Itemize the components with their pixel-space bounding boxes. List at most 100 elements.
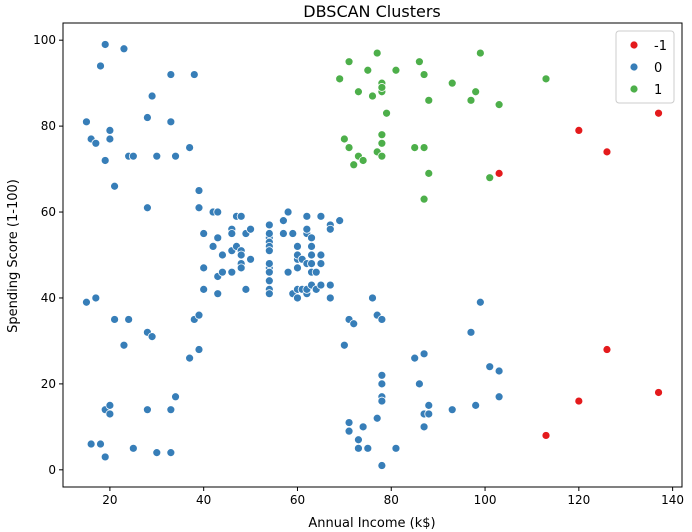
data-point	[447, 405, 457, 415]
data-point	[419, 194, 429, 204]
data-point	[264, 246, 274, 256]
data-point	[171, 392, 180, 402]
data-point	[654, 388, 663, 397]
data-point	[307, 233, 316, 243]
data-point	[302, 211, 312, 221]
data-point	[96, 439, 105, 449]
data-point	[110, 315, 119, 324]
data-point	[100, 156, 110, 165]
data-point	[377, 370, 387, 380]
y-axis: 0 20 40 60 80 100	[33, 33, 63, 477]
data-point	[119, 44, 129, 54]
data-point	[354, 443, 363, 453]
y-tick-label: 60	[41, 205, 56, 219]
data-point	[213, 233, 223, 243]
data-point	[283, 267, 293, 277]
data-point	[91, 293, 101, 303]
data-point	[293, 242, 302, 251]
data-point	[194, 345, 204, 354]
y-tick-label: 100	[33, 33, 56, 47]
data-point	[110, 181, 119, 191]
data-point	[316, 211, 326, 221]
data-point	[147, 332, 157, 342]
legend-label: -1	[654, 39, 667, 54]
chart-title: DBSCAN Clusters	[303, 2, 440, 21]
data-point	[105, 134, 115, 144]
data-point	[574, 396, 584, 406]
data-point	[307, 242, 316, 251]
data-point	[410, 353, 420, 363]
data-point	[354, 435, 363, 445]
data-point	[185, 353, 195, 363]
data-point	[91, 138, 101, 148]
data-point	[316, 280, 326, 290]
data-point	[574, 126, 584, 135]
y-tick-label: 0	[48, 463, 56, 477]
data-point	[410, 143, 420, 152]
data-point	[199, 263, 209, 273]
data-point	[288, 229, 298, 238]
data-point	[424, 95, 434, 105]
data-point	[166, 448, 176, 458]
data-point	[194, 203, 204, 213]
data-point	[213, 207, 223, 217]
data-point	[344, 143, 354, 152]
data-point	[236, 263, 246, 273]
data-point	[166, 70, 176, 79]
x-tick-label: 80	[384, 493, 399, 507]
data-point	[227, 229, 237, 238]
data-point	[471, 87, 481, 97]
data-point	[307, 250, 316, 260]
data-point	[368, 91, 377, 101]
y-tick-label: 20	[41, 377, 56, 391]
data-point	[283, 207, 293, 217]
data-point	[213, 289, 223, 299]
data-point	[339, 134, 349, 144]
data-points	[82, 40, 663, 470]
data-point	[264, 276, 274, 286]
data-point	[82, 117, 91, 127]
data-point	[354, 87, 363, 97]
data-point	[541, 431, 551, 440]
data-point	[363, 65, 373, 75]
legend-label: 0	[654, 61, 662, 76]
data-point	[372, 48, 382, 58]
data-point	[119, 340, 129, 350]
data-point	[602, 147, 612, 157]
data-point	[325, 280, 335, 290]
data-point	[424, 409, 434, 419]
data-point	[293, 293, 302, 303]
data-point	[302, 224, 312, 234]
data-point	[466, 327, 476, 337]
data-point	[377, 151, 387, 161]
data-point	[325, 293, 335, 303]
data-point	[475, 297, 485, 307]
data-point	[264, 259, 274, 268]
data-point	[377, 461, 387, 470]
data-point	[344, 57, 354, 67]
y-tick-label: 80	[41, 119, 56, 133]
data-point	[152, 151, 162, 161]
data-point	[307, 259, 316, 268]
x-axis: 20 40 60 80 100 120 140	[102, 487, 684, 507]
data-point	[143, 405, 152, 415]
legend-box	[615, 30, 675, 104]
data-point	[339, 340, 349, 350]
data-point	[124, 315, 134, 324]
legend-marker	[629, 40, 639, 50]
data-point	[86, 439, 96, 449]
data-point	[82, 297, 91, 307]
data-point	[419, 70, 429, 79]
data-point	[128, 443, 138, 453]
x-tick-label: 40	[196, 493, 211, 507]
data-point	[377, 396, 387, 406]
data-point	[227, 267, 237, 277]
data-point	[199, 284, 209, 294]
data-point	[377, 83, 387, 92]
data-point	[419, 143, 429, 152]
data-point	[96, 61, 105, 71]
data-point	[471, 400, 481, 410]
data-point	[377, 379, 387, 389]
data-point	[654, 108, 663, 118]
